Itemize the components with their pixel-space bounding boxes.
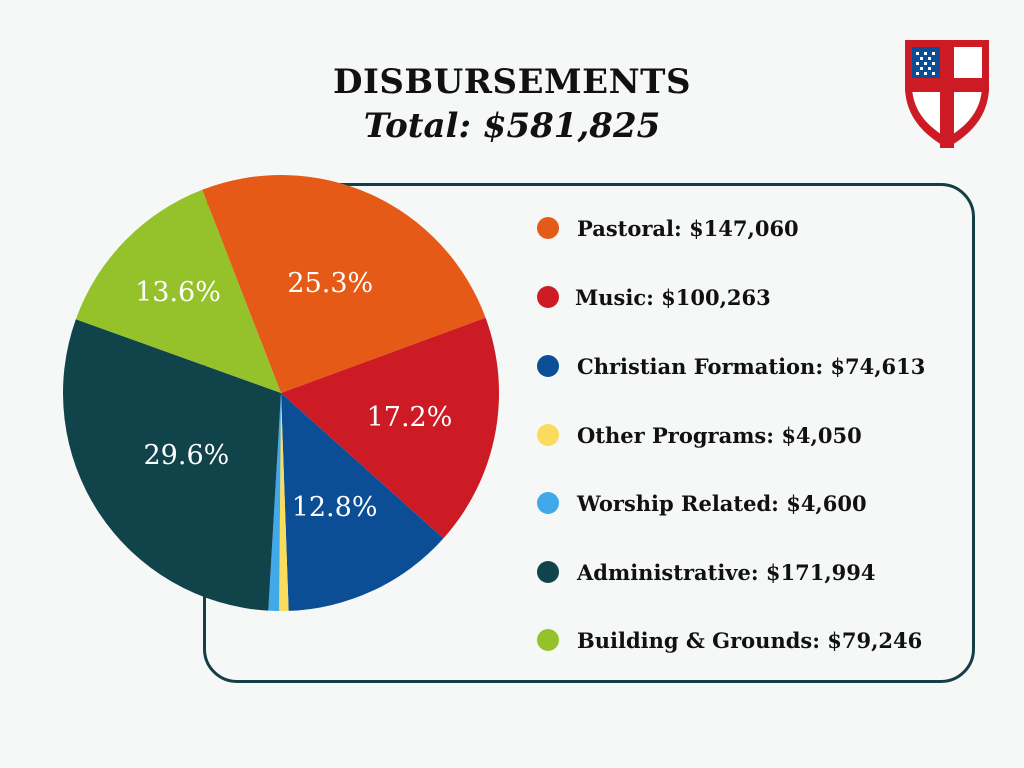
legend-item-other-programs: Other Programs: $4,050 (537, 420, 862, 450)
chart-title: DISBURSEMENTS (332, 62, 692, 102)
pie-label-building-grounds: 13.6% (135, 277, 221, 308)
legend-item-christian-formation: Christian Formation: $74,613 (537, 351, 925, 381)
episcopal-shield-icon (905, 40, 989, 148)
legend-swatch-pastoral (537, 217, 559, 239)
legend-label-administrative: Administrative: $171,994 (577, 559, 876, 585)
legend-panel: Pastoral: $147,060 Music: $100,263 Chris… (203, 183, 975, 683)
legend-item-worship-related: Worship Related: $4,600 (537, 488, 867, 518)
pie-slice-other-programs (279, 393, 289, 611)
legend-item-pastoral: Pastoral: $147,060 (537, 213, 799, 243)
legend-swatch-worship-related (537, 492, 559, 514)
pie-slice-building-grounds (75, 189, 281, 393)
pie-slice-worship-related (268, 393, 281, 611)
legend-label-pastoral: Pastoral: $147,060 (577, 215, 799, 241)
pie-slice-pastoral (202, 174, 486, 393)
chart-subtitle: Total: $581,825 (363, 106, 661, 146)
legend-label-other-programs: Other Programs: $4,050 (577, 422, 862, 448)
legend-swatch-music (537, 286, 559, 308)
legend-label-worship-related: Worship Related: $4,600 (577, 490, 867, 516)
pie-label-pastoral: 25.3% (287, 268, 373, 299)
legend-swatch-christian-formation (537, 355, 559, 377)
pie-slice-administrative (63, 319, 282, 611)
pie-percent-labels: 25.3% 17.2% 12.8% 29.6% 13.6% (135, 268, 452, 523)
pie-label-administrative: 29.6% (144, 440, 230, 471)
legend-swatch-administrative (537, 561, 559, 583)
pie-label-music: 17.2% (367, 402, 453, 433)
pie-slice-christian-formation (281, 393, 444, 611)
legend-swatch-other-programs (537, 424, 559, 446)
pie-label-christian-formation: 12.8% (292, 492, 378, 523)
legend-label-christian-formation: Christian Formation: $74,613 (577, 353, 926, 379)
legend-swatch-building-grounds (537, 629, 559, 651)
legend-item-administrative: Administrative: $171,994 (537, 557, 876, 587)
legend-item-music: Music: $100,263 (537, 282, 771, 312)
legend-item-building-grounds: Building & Grounds: $79,246 (537, 625, 922, 655)
legend-label-music: Music: $100,263 (575, 284, 771, 310)
legend-label-building-grounds: Building & Grounds: $79,246 (577, 627, 923, 653)
pie-slice-music (281, 317, 499, 539)
pie-slices (63, 174, 499, 611)
